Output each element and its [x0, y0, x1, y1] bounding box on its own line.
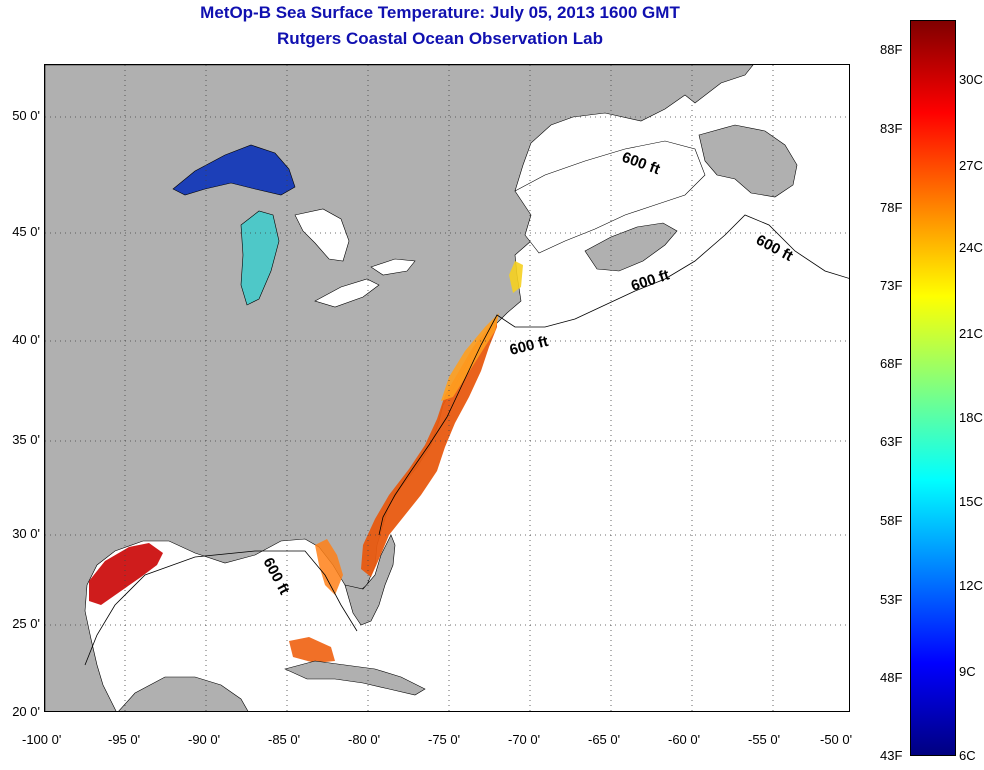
lat-label-35: 35 0'	[12, 432, 40, 447]
colorbar-c-15: 15C	[959, 494, 983, 509]
lake-huron	[294, 208, 350, 262]
lon-label-80: -80 0'	[348, 732, 381, 747]
lake-michigan	[240, 210, 280, 306]
map-title: MetOp-B Sea Surface Temperature: July 05…	[200, 3, 680, 22]
lake-erie	[314, 278, 380, 308]
colorbar-c-30: 30C	[959, 72, 983, 87]
map-subtitle: Rutgers Coastal Ocean Observation Lab	[277, 29, 603, 48]
florida-land	[344, 534, 396, 626]
lake-ontario	[370, 258, 416, 276]
colorbar-c-6: 6C	[959, 748, 976, 763]
yucatan-land	[118, 676, 249, 711]
lon-label-95: -95 0'	[108, 732, 141, 747]
lon-label-75: -75 0'	[428, 732, 461, 747]
nova-scotia-land	[584, 222, 678, 272]
colorbar-f-48: 48F	[880, 670, 903, 685]
newfoundland-land	[698, 124, 798, 198]
colorbar-f-78: 78F	[880, 200, 903, 215]
cuba-land	[284, 660, 426, 696]
colorbar-f-83: 83F	[880, 121, 903, 136]
lon-label-65: -65 0'	[588, 732, 621, 747]
colorbar-c-27: 27C	[959, 158, 983, 173]
lat-label-50: 50 0'	[12, 108, 40, 123]
temperature-colorbar	[910, 20, 956, 756]
lat-label-25: 25 0'	[12, 616, 40, 631]
colorbar-f-43: 43F	[880, 748, 903, 763]
lon-label-90: -90 0'	[188, 732, 221, 747]
colorbar-f-53: 53F	[880, 592, 903, 607]
gulf-st-lawrence	[514, 140, 706, 254]
lat-label-20: 20 0'	[12, 704, 40, 719]
lon-label-60: -60 0'	[668, 732, 701, 747]
lon-label-50: -50 0'	[820, 732, 853, 747]
colorbar-c-18: 18C	[959, 410, 983, 425]
colorbar-c-21: 21C	[959, 326, 983, 341]
lake-superior	[172, 144, 296, 196]
sst-mid-atlantic	[441, 313, 499, 401]
colorbar-f-63: 63F	[880, 434, 903, 449]
lon-label-55: -55 0'	[748, 732, 781, 747]
sst-map-canvas: 600 ft 600 ft 600 ft 600 ft 600 ft	[45, 65, 849, 711]
lat-label-40: 40 0'	[12, 332, 40, 347]
colorbar-c-12: 12C	[959, 578, 983, 593]
isobath-600ft-gulf	[84, 550, 358, 666]
sst-eastern-gulf	[289, 637, 335, 663]
lat-label-45: 45 0'	[12, 224, 40, 239]
lon-label-70: -70 0'	[508, 732, 541, 747]
colorbar-f-58: 58F	[880, 513, 903, 528]
lat-label-30: 30 0'	[12, 526, 40, 541]
colorbar-f-88: 88F	[880, 42, 903, 57]
sst-gulf-of-maine	[509, 261, 523, 293]
sst-western-gulf	[89, 543, 163, 605]
colorbar-f-73: 73F	[880, 278, 903, 293]
lon-label-85: -85 0'	[268, 732, 301, 747]
colorbar-c-9: 9C	[959, 664, 976, 679]
isobath-600ft	[378, 214, 849, 536]
colorbar-f-68: 68F	[880, 356, 903, 371]
colorbar-c-24: 24C	[959, 240, 983, 255]
lon-label-100: -100 0'	[22, 732, 62, 747]
sst-map[interactable]: 600 ft 600 ft 600 ft 600 ft 600 ft	[44, 64, 850, 712]
sst-florida-gulf	[315, 539, 343, 595]
map-gridlines	[45, 65, 849, 711]
